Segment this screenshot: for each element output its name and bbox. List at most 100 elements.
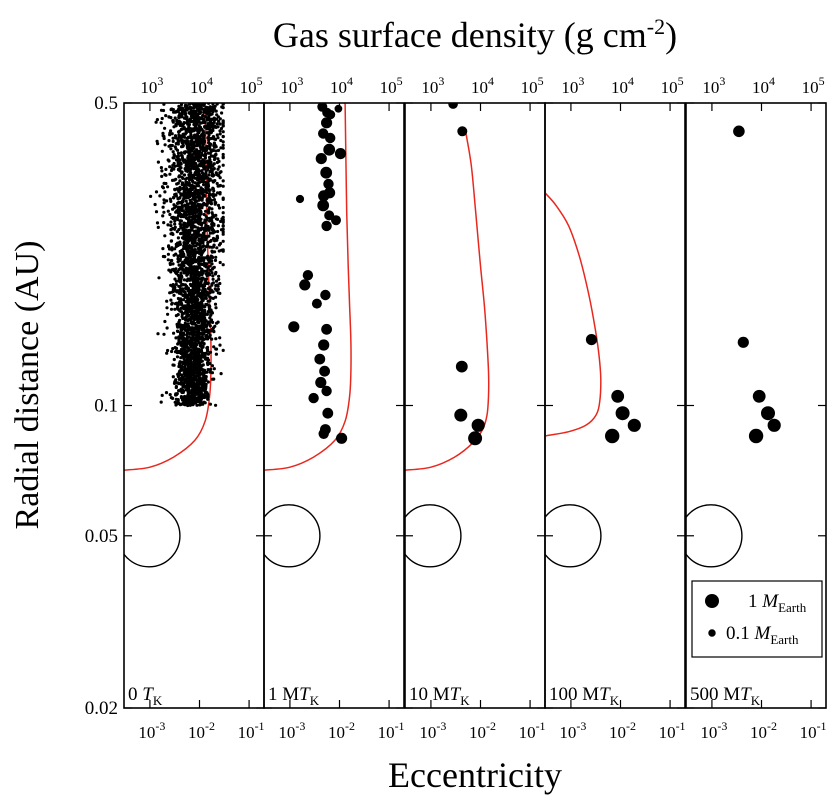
particle <box>195 214 199 218</box>
particle <box>180 175 184 179</box>
panel-label: 500 MTK <box>690 684 761 708</box>
particle <box>188 192 192 196</box>
planet-1 <box>448 103 458 109</box>
particle <box>196 175 200 179</box>
y-tick-label: 0.05 <box>85 526 118 547</box>
panel-5: 10-3 10-2 10-1 103 104 105 500 MTK <box>685 74 827 742</box>
top-axis-title: Gas surface density (g cm-2) <box>273 14 677 55</box>
particle <box>176 254 180 258</box>
planet-3 <box>752 389 766 403</box>
particle <box>174 314 178 318</box>
particle <box>158 194 162 198</box>
particle <box>204 245 208 249</box>
particle <box>219 372 223 376</box>
particle <box>173 247 177 251</box>
particle <box>221 155 225 159</box>
particle <box>201 363 205 367</box>
particle <box>221 143 225 147</box>
particle <box>187 374 191 378</box>
star-circle <box>405 504 462 568</box>
particle <box>178 318 182 322</box>
particle <box>186 156 190 160</box>
particle <box>161 186 165 190</box>
particle <box>199 402 203 406</box>
particle <box>179 252 183 256</box>
particle <box>203 308 207 312</box>
particle <box>214 145 218 149</box>
particle <box>205 274 209 278</box>
particle <box>199 212 203 216</box>
particle <box>163 173 167 177</box>
particle <box>205 269 209 273</box>
particle <box>180 364 184 368</box>
particle <box>189 320 194 324</box>
particle <box>165 199 169 203</box>
particle <box>169 224 173 228</box>
particle <box>176 197 180 201</box>
particle <box>164 167 168 171</box>
particle <box>177 389 181 393</box>
particle <box>191 161 195 165</box>
particle <box>170 301 174 305</box>
particle <box>199 241 203 245</box>
planet-7 <box>325 132 336 144</box>
particle <box>166 223 170 227</box>
particle <box>192 156 196 160</box>
particle <box>205 277 209 281</box>
planet-29 <box>315 376 327 389</box>
particle <box>192 174 196 178</box>
particle <box>180 145 184 149</box>
particle <box>186 328 190 332</box>
particle <box>212 243 216 247</box>
particle <box>187 221 191 226</box>
particle <box>218 132 222 136</box>
particle <box>200 221 204 225</box>
particle <box>197 281 201 285</box>
x-tick-label: 10-2 <box>328 719 355 742</box>
particle <box>186 403 190 408</box>
particle <box>206 293 210 297</box>
particle <box>196 189 200 193</box>
particle <box>204 107 208 111</box>
planets <box>585 334 641 444</box>
particle <box>182 278 186 282</box>
particle <box>187 291 191 295</box>
particle <box>184 216 188 220</box>
particle <box>173 110 178 114</box>
particle <box>189 311 194 315</box>
particle <box>179 292 183 296</box>
particle <box>211 107 215 111</box>
particle <box>178 266 182 270</box>
particle <box>171 119 175 123</box>
particle <box>200 297 204 301</box>
particle <box>221 348 225 352</box>
particle <box>182 215 186 219</box>
particle <box>196 298 200 302</box>
particle <box>208 402 212 406</box>
particle <box>217 274 221 278</box>
particle <box>216 224 220 228</box>
particle <box>204 124 208 128</box>
particle <box>161 205 165 209</box>
particle <box>175 182 179 186</box>
particle <box>176 342 180 346</box>
particle <box>181 396 185 400</box>
particle <box>199 189 204 193</box>
planet-23 <box>311 298 322 309</box>
particle <box>163 319 167 324</box>
particle <box>192 318 196 322</box>
particle <box>197 222 201 226</box>
particle <box>197 399 201 403</box>
particle <box>197 112 202 116</box>
particle <box>221 135 225 139</box>
particle <box>201 147 205 151</box>
particle <box>210 245 214 249</box>
particle <box>191 242 195 246</box>
particle <box>213 302 218 306</box>
particle <box>198 173 202 177</box>
particle <box>208 113 212 117</box>
particle <box>183 385 187 389</box>
particle <box>202 249 206 253</box>
particle <box>197 163 201 168</box>
particle <box>221 232 225 236</box>
